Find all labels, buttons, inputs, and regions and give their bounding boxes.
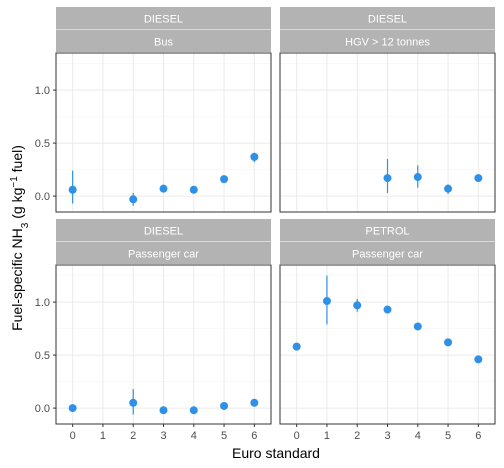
x-tick-label: 1	[324, 430, 330, 442]
data-point	[383, 305, 392, 314]
facet-strip-fuel-label: DIESEL	[368, 14, 407, 26]
facet-strip-fuel	[280, 7, 495, 29]
data-point	[322, 297, 331, 306]
facet-panel: PETROL Passenger car 0 1 2 3 4 5 6	[279, 219, 496, 442]
y-tick-label: 1.0	[35, 297, 50, 309]
data-point	[129, 398, 138, 407]
x-tick-label: 5	[221, 430, 227, 442]
facet-panel: DIESEL Passenger car 0.0 0.5 1.0 0 1 2 3 4 5 6	[35, 219, 272, 442]
data-point	[159, 406, 168, 415]
facet-strip-vehicle-label: Bus	[154, 37, 173, 49]
data-point	[474, 174, 483, 183]
facet-strip-fuel-label: DIESEL	[144, 14, 183, 26]
facet-strip-fuel-label: PETROL	[365, 226, 409, 238]
facet-strip-vehicle-label: Passenger car	[352, 249, 423, 261]
facet-strip-fuel	[56, 219, 271, 241]
x-tick-label: 1	[100, 430, 106, 442]
facet-strip-fuel	[280, 219, 495, 241]
x-tick-label: 0	[70, 430, 76, 442]
x-tick-label: 2	[354, 430, 360, 442]
data-point	[129, 195, 138, 204]
data-point	[413, 322, 422, 331]
y-tick-label: 0.0	[35, 403, 50, 415]
data-point	[444, 338, 453, 347]
y-axis-title-part: Fuel-specific NH	[9, 228, 25, 331]
data-point	[353, 301, 362, 310]
x-tick-label: 4	[415, 430, 421, 442]
x-tick-label: 3	[384, 430, 390, 442]
facet-strip-vehicle	[56, 242, 271, 264]
x-axis-title: Euro standard	[232, 445, 320, 461]
y-axis-title-superscript: −1	[9, 176, 20, 188]
data-point	[159, 184, 168, 193]
facet-strip-fuel-label: DIESEL	[144, 226, 183, 238]
y-axis-title-subscript: 3	[20, 222, 31, 228]
facet-panel: DIESEL Bus 0.0 0.5 1.0	[35, 7, 272, 213]
panel-border	[55, 52, 272, 213]
data-point	[413, 173, 422, 182]
facet-strip-vehicle	[280, 30, 495, 52]
data-point	[250, 398, 259, 407]
data-point	[444, 184, 453, 193]
data-point	[189, 185, 198, 194]
y-axis-title-part: (g kg	[9, 188, 25, 223]
y-tick-label: 0.5	[35, 350, 50, 362]
data-point	[474, 355, 483, 364]
facet-strip-fuel	[56, 7, 271, 29]
x-tick-label: 6	[475, 430, 481, 442]
facet-strip-vehicle-label: Passenger car	[128, 249, 199, 261]
x-tick-label: 3	[160, 430, 166, 442]
panel-border	[279, 52, 496, 213]
x-tick-label: 4	[191, 430, 197, 442]
data-point	[292, 342, 301, 351]
y-axis-title-part: fuel)	[9, 145, 25, 176]
data-point	[383, 174, 392, 183]
data-point	[68, 185, 77, 194]
x-tick-label: 6	[251, 430, 257, 442]
data-point	[250, 152, 259, 161]
y-tick-label: 0.5	[35, 138, 50, 150]
x-tick-label: 5	[445, 430, 451, 442]
data-point	[220, 401, 229, 410]
facet-strip-vehicle	[280, 242, 495, 264]
data-point	[220, 175, 229, 184]
data-point	[189, 406, 198, 415]
x-tick-label: 2	[130, 430, 136, 442]
data-point	[68, 404, 77, 413]
facet-panel: DIESEL HGV > 12 tonnes	[279, 7, 496, 213]
facet-strip-vehicle	[56, 30, 271, 52]
facet-strip-vehicle-label: HGV > 12 tonnes	[345, 37, 430, 49]
x-tick-label: 0	[294, 430, 300, 442]
y-tick-label: 1.0	[35, 85, 50, 97]
y-axis-title: Fuel-specific NH3 (g kg−1 fuel)	[9, 145, 31, 331]
y-tick-label: 0.0	[35, 191, 50, 203]
